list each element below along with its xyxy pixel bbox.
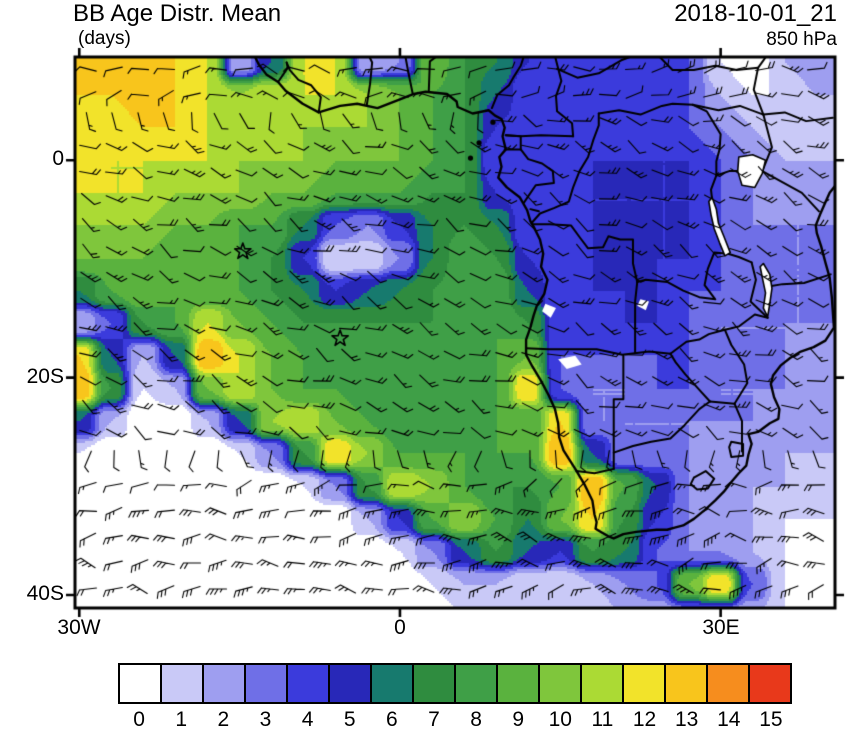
colorbar <box>118 663 792 704</box>
colorbar-label-6: 6 <box>385 708 398 731</box>
level-label: 850 hPa <box>766 29 837 50</box>
colorbar-cell-15 <box>750 665 790 702</box>
colorbar-cell-8 <box>456 665 498 702</box>
colorbar-cell-0 <box>120 665 162 702</box>
x-tick-label-0: 0 <box>394 616 406 639</box>
colorbar-label-3: 3 <box>259 708 272 731</box>
colorbar-label-9: 9 <box>512 708 525 731</box>
colorbar-label-1: 1 <box>175 708 188 731</box>
colorbar-cell-6 <box>372 665 414 702</box>
colorbar-cell-13 <box>666 665 708 702</box>
colorbar-label-0: 0 <box>133 708 145 731</box>
colorbar-cell-2 <box>204 665 246 702</box>
colorbar-cell-4 <box>288 665 330 702</box>
units-label: (days) <box>78 28 131 49</box>
colorbar-label-14: 14 <box>717 708 741 731</box>
plot-title: BB Age Distr. Mean <box>73 0 282 27</box>
y-tick-label-40s: 40S <box>26 582 64 605</box>
colorbar-label-15: 15 <box>759 708 783 731</box>
colorbar-label-12: 12 <box>632 708 657 731</box>
colorbar-cell-3 <box>246 665 288 702</box>
colorbar-cell-10 <box>540 665 582 702</box>
colorbar-cell-7 <box>414 665 456 702</box>
colorbar-label-4: 4 <box>301 708 314 731</box>
datetime-label: 2018-10-01_21 <box>674 0 837 27</box>
colorbar-label-5: 5 <box>343 708 356 731</box>
colorbar-label-2: 2 <box>217 708 230 731</box>
x-tick-label-30w: 30W <box>57 616 101 639</box>
x-tick-label-30e: 30E <box>702 616 740 639</box>
colorbar-cell-12 <box>624 665 666 702</box>
colorbar-label-10: 10 <box>548 708 572 731</box>
colorbar-label-13: 13 <box>675 708 699 731</box>
colorbar-cell-5 <box>330 665 372 702</box>
colorbar-label-11: 11 <box>591 708 614 731</box>
colorbar-cell-14 <box>708 665 750 702</box>
y-tick-label-0: 0 <box>52 147 64 170</box>
colorbar-label-7: 7 <box>428 708 440 731</box>
y-tick-label-20s: 20S <box>26 365 64 388</box>
colorbar-label-8: 8 <box>470 708 482 731</box>
colorbar-cell-9 <box>498 665 540 702</box>
colorbar-cell-1 <box>162 665 204 702</box>
colorbar-cell-11 <box>582 665 624 702</box>
